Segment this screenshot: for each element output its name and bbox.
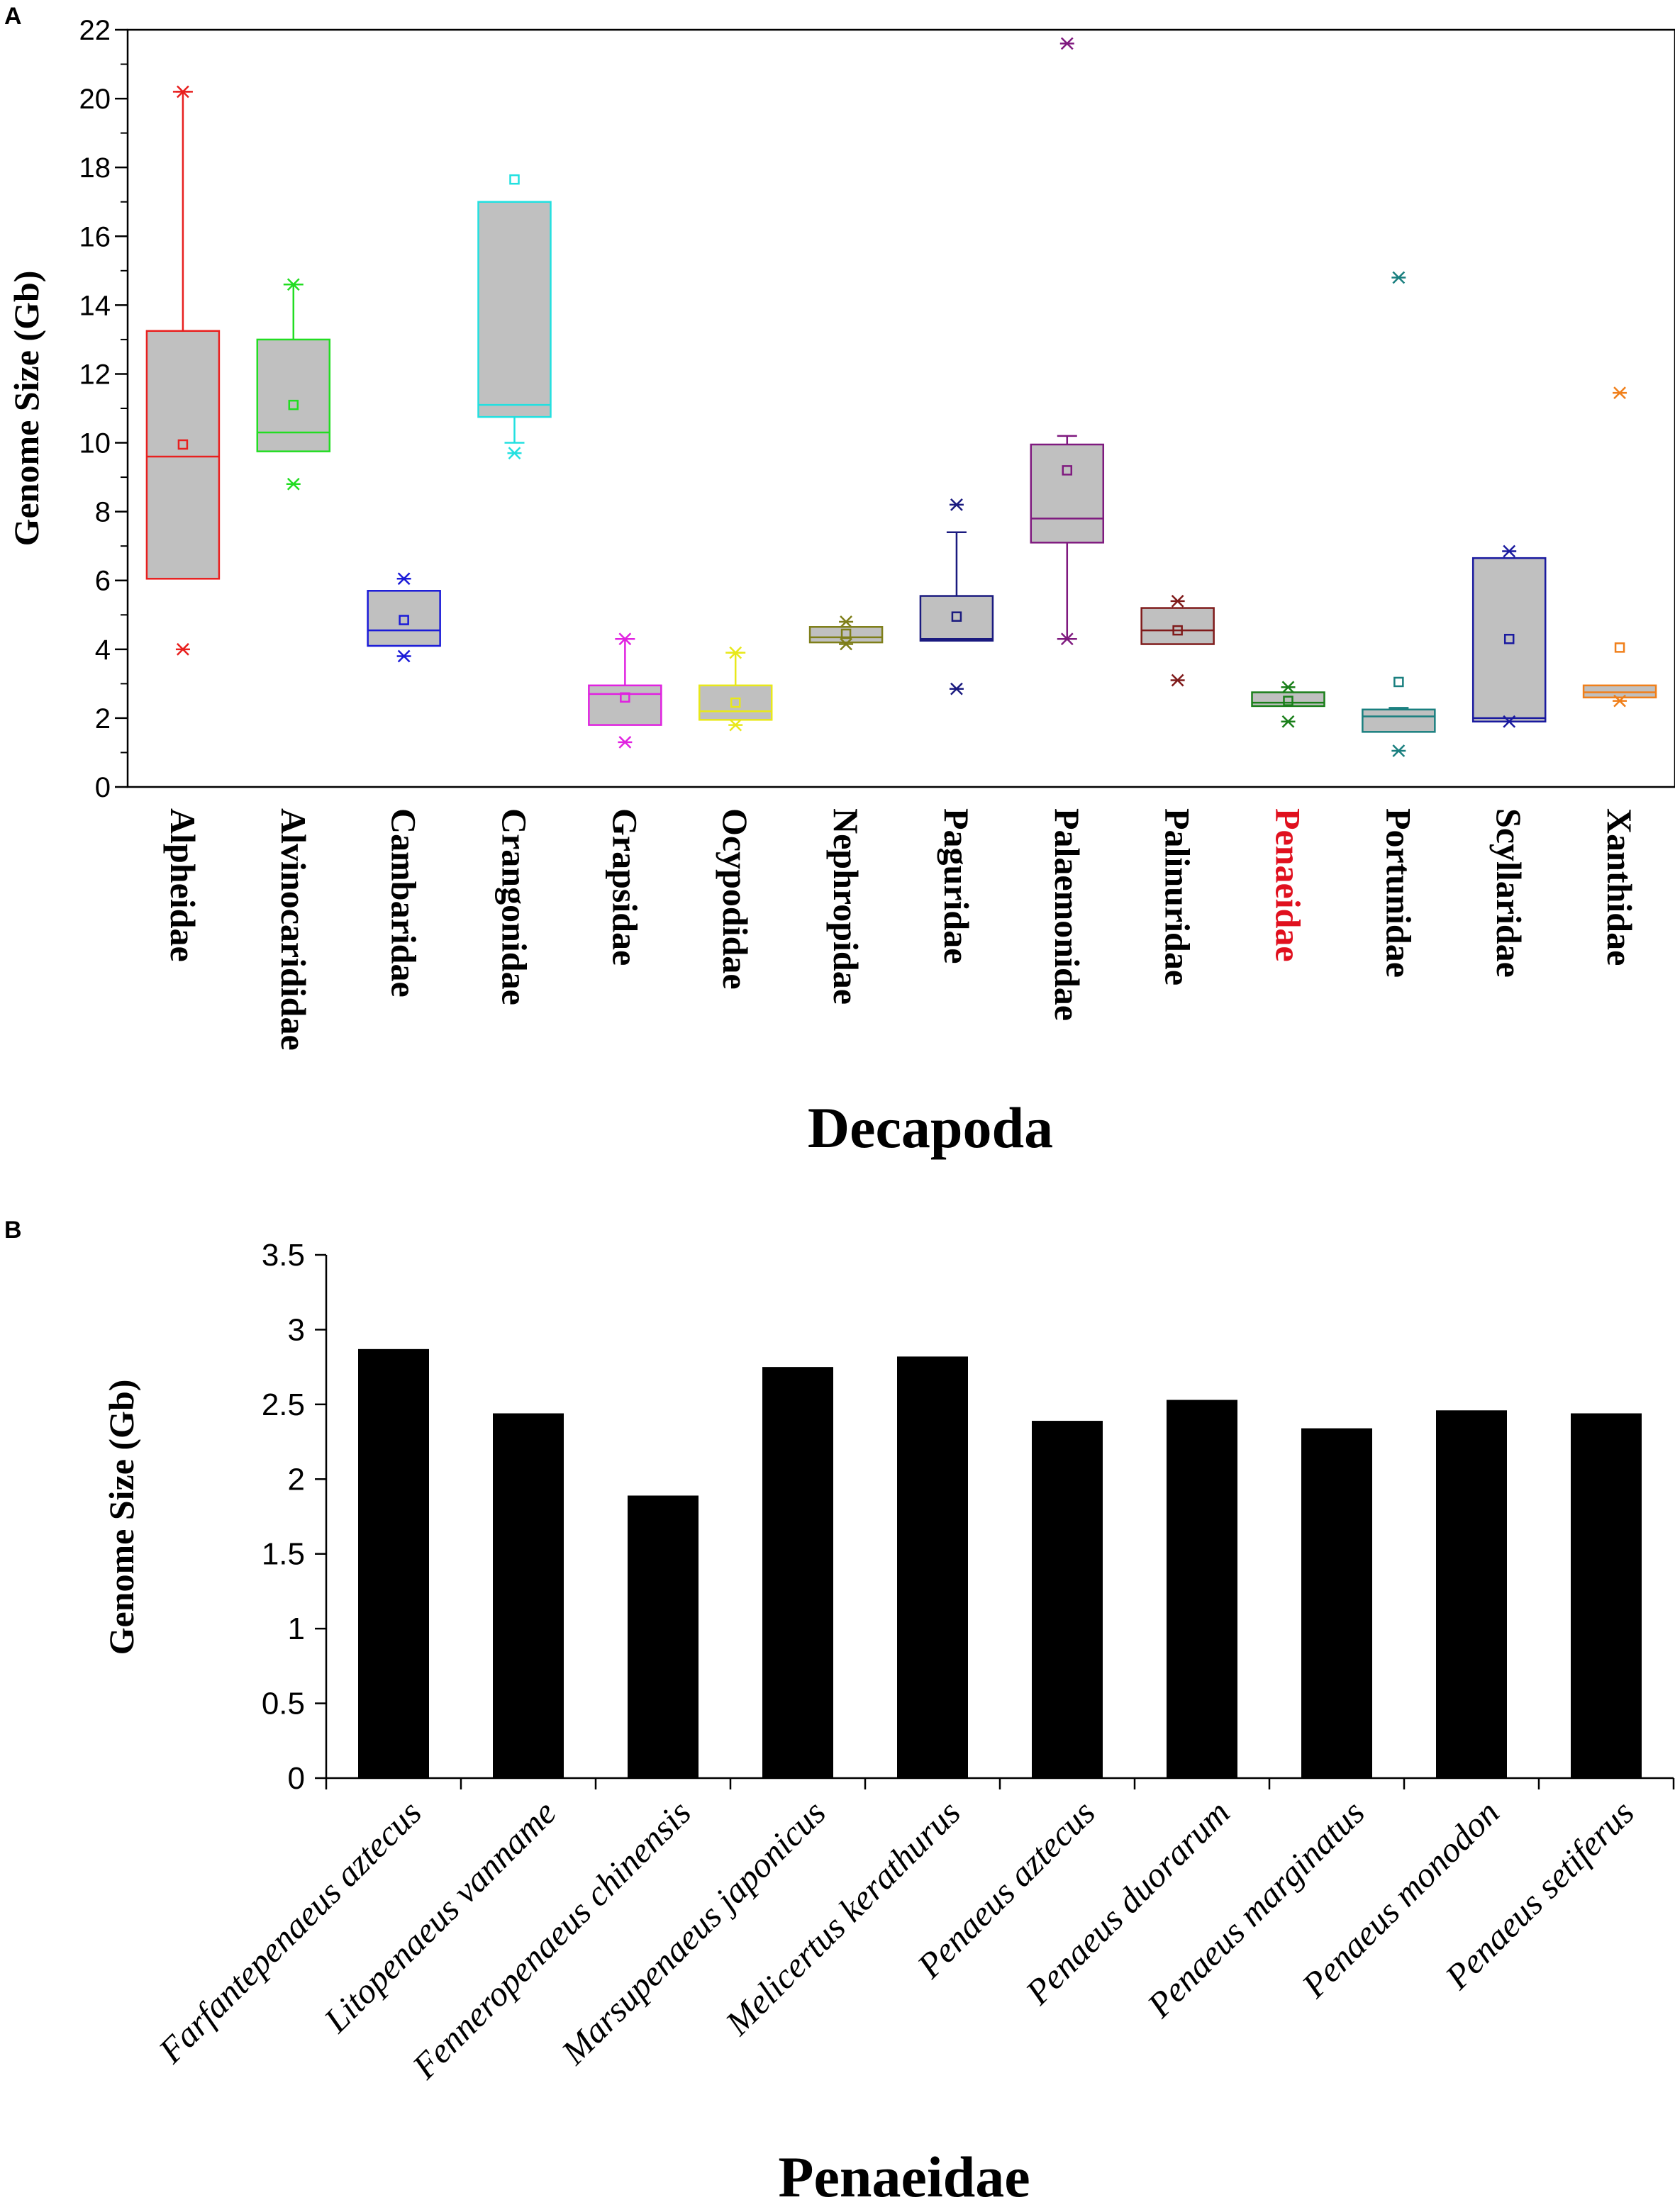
box-body [256, 338, 331, 452]
y-tick-label-b: 2 [288, 1462, 305, 1497]
mean-marker [1062, 465, 1073, 476]
y-tick-label-a: 0 [95, 772, 111, 803]
y-tick-label-a: 16 [79, 221, 111, 252]
mean-marker [509, 174, 520, 185]
box-body [1362, 708, 1436, 733]
box-body [808, 626, 884, 644]
box-body [1251, 691, 1325, 708]
y-tick-label-a: 4 [95, 635, 111, 666]
panel-a-y-axis-label: Genome Size (Gb) [6, 271, 46, 547]
bar [1436, 1410, 1507, 1778]
panel-b-bar-chart: B 0 0.5 1 1.5 2 2.5 3 3.5 Farfantepenaeus aztec… [4, 1217, 1675, 2209]
category-label-a: Alpheidae [163, 808, 203, 962]
category-label-a: Grapsidae [605, 808, 645, 966]
bar [358, 1348, 429, 1778]
bar [1571, 1413, 1642, 1778]
box-alpheidae [145, 85, 221, 656]
category-label-a: Alvinocarididae [274, 808, 313, 1051]
panel-b-x-axis-title: Penaeidae [778, 2145, 1030, 2209]
mean-marker [1614, 642, 1625, 653]
category-label-a: Portunidae [1379, 808, 1418, 978]
category-label-b: Litopenaeus vanname [316, 1792, 564, 2040]
category-label-a: Palaemonidae [1047, 808, 1087, 1021]
y-tick-label-a: 22 [79, 15, 111, 46]
box-body [1030, 443, 1105, 544]
y-tick-label-a: 2 [95, 703, 111, 734]
y-tick-label-a: 6 [95, 566, 111, 597]
mean-marker [1393, 676, 1404, 688]
mean-marker [1503, 634, 1515, 644]
bar [1167, 1400, 1237, 1778]
box-palinuridae [1140, 594, 1215, 687]
box-xanthidae [1582, 386, 1657, 708]
y-tick-label-b: 1 [288, 1611, 305, 1646]
y-tick-label-b: 3.5 [262, 1238, 305, 1273]
category-label-a: Palinuridae [1158, 808, 1198, 985]
mean-marker [1283, 696, 1293, 706]
panel-a-x-axis-title: Decapoda [808, 1095, 1053, 1160]
panel-b-y-axis-label: Genome Size (Gb) [101, 1380, 141, 1655]
category-label-b: Farfantepenaeus aztecus [150, 1792, 429, 2071]
box-penaeidae [1251, 681, 1325, 728]
mean-marker [620, 692, 630, 703]
category-label-a: Paguridae [937, 808, 976, 963]
box-palaemonidae [1030, 37, 1105, 646]
mean-marker [1172, 625, 1183, 636]
bar [493, 1413, 564, 1778]
mean-marker [951, 611, 962, 622]
category-label-a: Scyllaridae [1489, 808, 1529, 978]
y-tick-label-a: 14 [79, 290, 111, 321]
box-body [367, 590, 441, 647]
mean-marker [399, 615, 409, 625]
box-ocypodidae [698, 646, 773, 732]
box-nephropidae [808, 615, 884, 651]
box-body [477, 201, 552, 418]
y-tick-label-b: 0.5 [262, 1687, 305, 1721]
category-label-a: Nephropidae [826, 808, 866, 1005]
mean-marker [840, 628, 852, 639]
panel-letter-b: B [4, 1217, 22, 1244]
box-body [145, 330, 221, 580]
y-tick-label-a: 18 [79, 152, 111, 184]
mean-marker [730, 697, 741, 708]
box-alvinocarididae [256, 278, 331, 491]
box-scyllaridae [1471, 544, 1547, 728]
panel-a-box-plot: A 0 2 4 6 8 10 12 14 16 18 20 22 Alpheidae Alvinocar… [4, 3, 1675, 1160]
y-tick-label-a: 10 [79, 428, 111, 459]
bar [628, 1495, 699, 1778]
box-paguridae [919, 498, 994, 696]
category-label-a: Xanthidae [1600, 808, 1640, 966]
panel-letter-a: A [4, 3, 22, 30]
bar [1032, 1421, 1103, 1778]
bar [762, 1367, 833, 1778]
category-label-a: Cambaridae [384, 808, 424, 998]
y-tick-label-a: 8 [95, 497, 111, 528]
box-body [698, 684, 773, 721]
box-grapsidae [588, 632, 662, 749]
y-tick-label-a: 20 [79, 84, 111, 115]
y-tick-label-b: 1.5 [262, 1537, 305, 1572]
bar [1301, 1428, 1372, 1778]
y-tick-label-a: 12 [79, 359, 111, 390]
y-tick-label-b: 3 [288, 1312, 305, 1347]
category-label-a: Penaeidae [1269, 808, 1308, 962]
box-body [1471, 557, 1547, 723]
category-label-a: Ocypodidae [716, 808, 755, 990]
y-tick-label-b: 2.5 [262, 1387, 305, 1422]
y-tick-label-b: 0 [288, 1761, 305, 1796]
box-cambaridae [367, 572, 441, 663]
mean-marker [288, 399, 299, 410]
box-crangonidae [477, 174, 552, 459]
bar [897, 1356, 968, 1778]
panel-a-plot-frame [126, 28, 1675, 788]
box-body [919, 595, 994, 642]
category-label-b: Fenneropenaeus chinensis [404, 1792, 699, 2087]
category-label-b: Melicertus kerathurus [717, 1792, 968, 2043]
mean-marker [177, 439, 189, 450]
category-label-a: Crangonidae [495, 808, 535, 1005]
box-portunidae [1362, 271, 1436, 757]
box-body [588, 684, 662, 726]
category-label-b: Marsupenaeus japonicus [553, 1792, 833, 2072]
